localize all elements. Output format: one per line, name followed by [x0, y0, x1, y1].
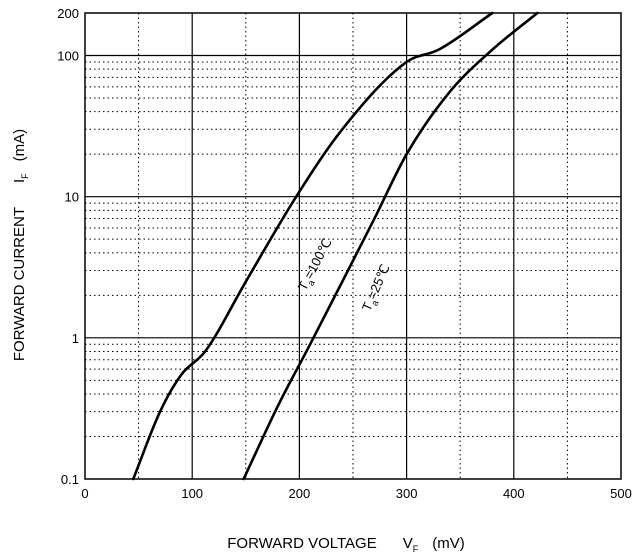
series-label-sub: a	[369, 299, 380, 308]
y-axis-label-symbol: I	[11, 179, 28, 183]
x-tick-label: 200	[289, 486, 311, 501]
y-axis-label-unit: (mA)	[11, 129, 28, 162]
x-tick-label: 400	[503, 486, 525, 501]
x-axis-label-unit: (mV)	[432, 535, 465, 552]
grid	[85, 13, 621, 479]
plot-frame	[84, 12, 622, 480]
y-axis-ticks: 0.1 1 10 100 200	[57, 6, 79, 487]
series-label-rest: =100℃	[301, 236, 335, 282]
series-line-ta-100	[131, 11, 494, 481]
y-axis-label: FORWARD CURRENT IF (mA)	[11, 129, 30, 361]
y-tick-label: 200	[57, 6, 79, 21]
y-tick-label: 0.1	[61, 472, 79, 487]
series-label-ta-25: Ta=25℃	[359, 262, 396, 315]
x-axis-label: FORWARD VOLTAGE VF (mV)	[227, 535, 464, 554]
series-line-ta-25	[242, 11, 539, 481]
x-axis-ticks: 0 100 200 300 400 500	[81, 486, 631, 501]
series-label-sub: a	[306, 278, 317, 287]
y-tick-label: 100	[57, 48, 79, 63]
x-axis-label-symbol: V	[403, 535, 413, 552]
y-axis-label-main: FORWARD CURRENT	[11, 207, 28, 361]
series-label-ta-100: Ta=100℃	[295, 236, 338, 295]
y-axis-label-sub: F	[20, 173, 30, 179]
x-tick-label: 100	[181, 486, 203, 501]
x-tick-label: 300	[396, 486, 418, 501]
series-lines	[131, 11, 539, 481]
y-tick-label: 10	[65, 190, 79, 205]
x-tick-label: 500	[610, 486, 632, 501]
series-label-rest: =25℃	[364, 262, 393, 302]
y-tick-label: 1	[72, 331, 79, 346]
x-tick-label: 0	[81, 486, 88, 501]
x-axis-label-sub: F	[413, 544, 419, 554]
x-axis-label-main: FORWARD VOLTAGE	[227, 535, 376, 552]
